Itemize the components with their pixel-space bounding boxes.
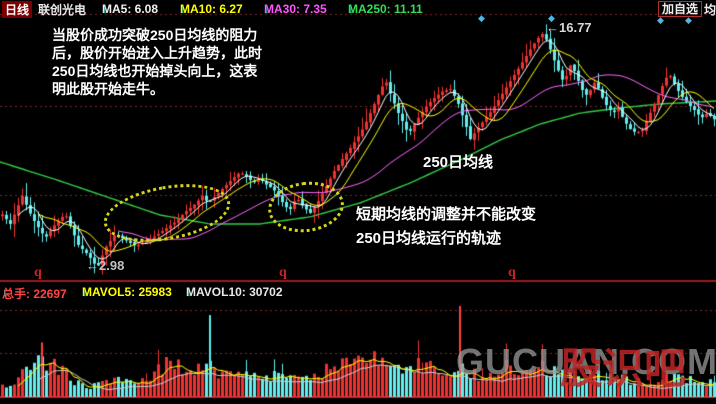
ex-rights-marker: q — [508, 265, 516, 280]
mavol10-label: MAVOL10: 30702 — [186, 285, 283, 299]
ma5-label: MA5: 6.08 — [102, 2, 159, 16]
event-diamond-icon: ◆ — [548, 13, 555, 23]
down-arrow-icon: ↓ — [348, 2, 354, 16]
event-diamond-icon: ◆ — [478, 13, 485, 23]
event-diamond-icon: ◆ — [657, 15, 664, 25]
low-price-label: ←2.98 — [86, 258, 125, 273]
annotation-line: 明此股开始走牛。 — [52, 81, 164, 97]
down-arrow-icon: ↓ — [264, 2, 270, 16]
period-tab-daily[interactable]: 日线 — [2, 1, 33, 18]
ex-rights-marker: q — [279, 265, 287, 280]
down-arrow-icon: ↓ — [102, 2, 108, 16]
breakout-annotation: 当股价成功突破250日均线的阻力 后，股价开始进入上升趋势，此时 250日均线也… — [52, 26, 332, 98]
down-arrow-icon: ↓ — [180, 2, 186, 16]
indicator-bar: 日线 联创光电 MA5: 6.08 ↓ MA10: 6.27 ↓ MA30: 7.3… — [0, 0, 716, 18]
total-volume-label: 总手: 22697 — [2, 287, 67, 301]
down-arrow-icon: ↓ — [2, 285, 8, 299]
annotation-line: 250日均线运行的轨迹 — [356, 230, 502, 247]
event-diamond-icon: ◆ — [685, 15, 692, 25]
watermark-site-name: 股识吧 — [560, 345, 687, 392]
stock-name: 联创光电 — [38, 3, 87, 17]
ma30-label: MA30: 7.35 — [264, 2, 327, 16]
down-arrow-icon: ↓ — [82, 285, 88, 299]
clipped-toolbar-button[interactable]: 均 — [704, 3, 716, 17]
annotation-line: 短期均线的调整并不能改变 — [356, 206, 537, 223]
down-arrow-icon: ↓ — [186, 285, 192, 299]
high-price-label: ←16.77 — [546, 20, 592, 35]
annotation-line: 后，股价开始进入上升趋势，此时 — [52, 45, 262, 61]
add-watchlist-button[interactable]: 加自选 — [658, 1, 703, 17]
pullback-annotation: 短期均线的调整并不能改变 250日均线运行的轨迹 — [356, 203, 536, 251]
ma250-label: MA250: 11.11 — [348, 2, 423, 16]
ma10-label: MA10: 6.27 — [180, 2, 243, 16]
watermark-site-text: GUCUAN.COM — [456, 341, 716, 382]
annotation-line: 当股价成功突破250日均线的阻力 — [52, 27, 258, 43]
ma250-curve-label: 250日均线 — [423, 154, 494, 171]
ex-rights-marker: q — [34, 265, 42, 280]
mavol5-label: MAVOL5: 25983 — [82, 285, 172, 299]
annotation-line: 250日均线也开始掉头向上，这表 — [52, 63, 258, 79]
